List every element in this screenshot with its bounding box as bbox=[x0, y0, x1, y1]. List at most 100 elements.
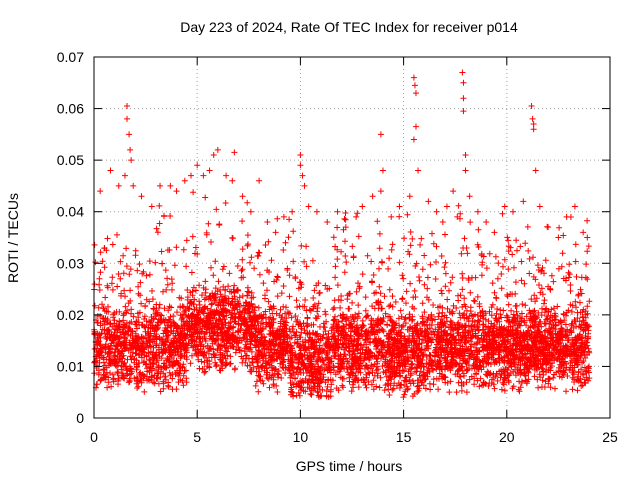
data-point bbox=[571, 203, 578, 210]
chart-title: Day 223 of 2024, Rate Of TEC Index for r… bbox=[180, 19, 518, 35]
data-point bbox=[359, 203, 366, 210]
y-tick-label: 0.01 bbox=[57, 358, 84, 374]
data-point bbox=[415, 167, 422, 174]
data-point bbox=[425, 198, 432, 205]
data-point bbox=[509, 208, 516, 215]
data-point bbox=[520, 198, 527, 205]
data-point bbox=[229, 177, 236, 184]
data-points bbox=[97, 69, 591, 241]
data-point bbox=[483, 219, 490, 226]
data-point bbox=[396, 203, 403, 210]
data-point bbox=[410, 136, 417, 143]
y-tick-label: 0.02 bbox=[57, 307, 84, 323]
y-axis-title: ROTI / TECUs bbox=[5, 193, 21, 283]
data-point bbox=[107, 167, 114, 174]
data-point bbox=[124, 115, 131, 122]
data-point bbox=[530, 121, 537, 128]
y-axis-ticks: 0 0.01 0.02 0.03 0.04 0.05 0.06 0.07 bbox=[57, 49, 610, 426]
data-point bbox=[280, 213, 287, 220]
data-point bbox=[264, 219, 271, 226]
x-axis-ticks: 0 5 10 15 20 25 bbox=[90, 57, 618, 445]
y-tick-label: 0 bbox=[76, 410, 84, 426]
x-tick-label: 20 bbox=[499, 429, 515, 445]
data-point bbox=[369, 193, 376, 200]
data-point bbox=[289, 208, 296, 215]
x-tick-label: 5 bbox=[193, 429, 201, 445]
data-point bbox=[377, 188, 384, 195]
data-point bbox=[410, 74, 417, 81]
data-point bbox=[501, 203, 508, 210]
data-point bbox=[353, 213, 360, 220]
data-point bbox=[460, 95, 467, 102]
data-point bbox=[563, 213, 570, 220]
x-tick-label: 15 bbox=[396, 429, 412, 445]
data-point bbox=[459, 69, 466, 76]
x-tick-label: 25 bbox=[602, 429, 618, 445]
data-point bbox=[305, 203, 312, 210]
data-point bbox=[379, 167, 386, 174]
data-point bbox=[223, 172, 230, 179]
data-point bbox=[580, 229, 587, 236]
data-point bbox=[167, 182, 174, 189]
data-point bbox=[334, 208, 341, 215]
y-tick-label: 0.04 bbox=[57, 204, 84, 220]
data-point bbox=[214, 146, 221, 153]
data-point bbox=[545, 224, 552, 231]
x-axis-title: GPS time / hours bbox=[296, 458, 403, 474]
x-tick-label: 0 bbox=[90, 429, 98, 445]
data-point bbox=[412, 90, 419, 97]
data-point bbox=[491, 229, 498, 236]
data-point bbox=[530, 126, 537, 133]
data-point bbox=[377, 131, 384, 138]
data-point bbox=[555, 234, 562, 241]
data-point bbox=[200, 172, 207, 179]
y-tick-label: 0.05 bbox=[57, 152, 84, 168]
data-point bbox=[206, 167, 213, 174]
data-point bbox=[126, 131, 133, 138]
data-point bbox=[528, 102, 535, 109]
data-point bbox=[181, 177, 188, 184]
data-point bbox=[130, 182, 137, 189]
data-point bbox=[584, 234, 591, 241]
data-point bbox=[188, 172, 195, 179]
data-point bbox=[297, 151, 304, 158]
data-point bbox=[194, 162, 201, 169]
data-point bbox=[97, 188, 104, 195]
y-tick-label: 0.06 bbox=[57, 101, 84, 117]
data-point bbox=[342, 224, 349, 231]
data-point bbox=[532, 167, 539, 174]
data-point bbox=[529, 115, 536, 122]
data-point bbox=[466, 193, 473, 200]
plot-frame bbox=[93, 56, 611, 419]
dense-marker-cloud bbox=[91, 189, 593, 401]
data-point bbox=[443, 203, 450, 210]
data-point bbox=[297, 162, 304, 169]
data-point bbox=[462, 167, 469, 174]
data-point bbox=[406, 193, 413, 200]
data-point bbox=[462, 151, 469, 158]
data-point bbox=[439, 219, 446, 226]
data-point bbox=[313, 208, 320, 215]
data-point bbox=[388, 213, 395, 220]
data-point bbox=[412, 123, 419, 130]
data-point bbox=[474, 208, 481, 215]
data-point bbox=[210, 151, 217, 158]
data-point bbox=[256, 177, 263, 184]
data-point bbox=[128, 157, 135, 164]
y-tick-label: 0.07 bbox=[57, 49, 84, 65]
data-point bbox=[460, 79, 467, 86]
data-point bbox=[231, 149, 238, 156]
data-point bbox=[324, 219, 331, 226]
data-point bbox=[115, 182, 122, 189]
data-point bbox=[536, 203, 543, 210]
data-point bbox=[173, 188, 180, 195]
data-point bbox=[299, 172, 306, 179]
data-point bbox=[433, 208, 440, 215]
data-point bbox=[450, 188, 457, 195]
data-point bbox=[301, 182, 308, 189]
data-point bbox=[148, 203, 155, 210]
data-point bbox=[157, 182, 164, 189]
data-point bbox=[124, 102, 131, 109]
dense-scatter-cloud bbox=[91, 189, 593, 401]
